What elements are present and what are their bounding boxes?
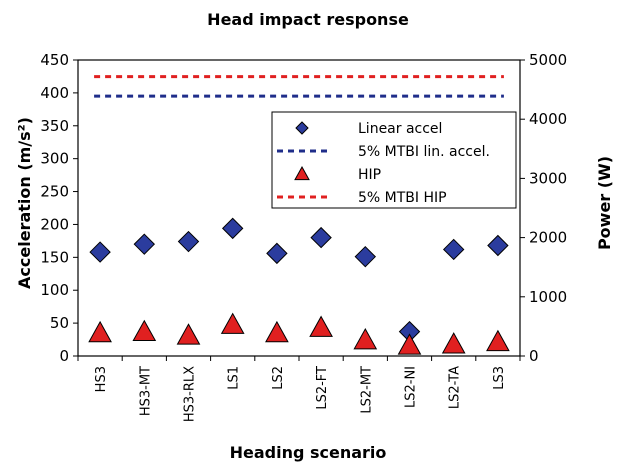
chart-title: Head impact response <box>207 10 409 29</box>
left-tick-label: 450 <box>40 51 69 69</box>
left-tick-label: 200 <box>40 215 69 233</box>
left-tick-label: 250 <box>40 183 69 201</box>
legend-label: HIP <box>358 167 381 183</box>
triangle-marker <box>176 323 201 345</box>
diamond-marker <box>442 238 465 261</box>
x-tick-label: HS3 <box>94 366 109 392</box>
diamond-marker <box>310 226 332 249</box>
left-tick-label: 350 <box>40 117 69 135</box>
x-tick-label: LS2-MT <box>359 366 374 414</box>
right-axis: 0 1000 2000 3000 4000 5000 <box>520 51 567 365</box>
legend-box <box>271 111 517 209</box>
x-tick-label: LS2-TA <box>448 366 463 409</box>
y2-axis-title: Power (W) <box>595 156 614 250</box>
right-tick-label: 0 <box>529 347 539 365</box>
legend-swatch-triangle <box>294 165 310 181</box>
triangle-marker <box>309 315 333 337</box>
x-axis-title: Heading scenario <box>230 443 387 462</box>
triangle-marker <box>88 320 112 343</box>
triangle-marker <box>353 327 378 350</box>
x-tick-label: HS3-RLX <box>183 366 198 422</box>
diamond-marker <box>266 242 288 265</box>
x-tick-label: LS2-NI <box>404 366 419 408</box>
triangle-marker <box>220 312 245 334</box>
x-tick-label: LS2-FT <box>315 366 330 410</box>
triangle-marker <box>486 329 510 352</box>
diamond-marker <box>133 233 156 255</box>
triangle-marker <box>265 320 289 343</box>
x-tick-label: LS3 <box>492 366 507 390</box>
triangle-marker <box>441 332 466 354</box>
diamond-marker <box>89 241 111 263</box>
right-tick-label: 1000 <box>529 288 567 306</box>
x-tick-label: HS3-MT <box>138 366 153 416</box>
right-tick-label: 2000 <box>529 229 567 247</box>
left-tick-label: 150 <box>40 248 69 266</box>
legend-label: Linear accel <box>358 121 442 137</box>
diamond-marker <box>487 234 509 257</box>
left-tick-label: 0 <box>59 347 69 365</box>
triangle-marker <box>132 319 157 342</box>
x-axis: HS3 HS3-MT HS3-RLX LS1 LS2 LS2-FT LS2-MT LS2-NI… <box>77 356 521 422</box>
left-tick-label: 400 <box>40 84 69 102</box>
legend-label: 5% MTBI lin. accel. <box>358 144 490 160</box>
data-marks <box>88 217 510 355</box>
left-tick-label: 100 <box>40 281 69 299</box>
diamond-marker <box>354 245 377 268</box>
right-tick-label: 4000 <box>529 110 567 128</box>
legend: Linear accel 5% MTBI lin. accel. HIP 5% MTB… <box>271 111 517 209</box>
right-tick-label: 5000 <box>529 51 567 69</box>
triangle-marker <box>397 333 422 355</box>
legend-swatch-diamond <box>295 121 309 135</box>
diamond-marker <box>177 230 200 253</box>
left-tick-label: 50 <box>50 314 69 332</box>
legend-label: 5% MTBI HIP <box>358 190 447 206</box>
diamond-marker <box>221 217 244 240</box>
right-tick-label: 3000 <box>529 169 567 187</box>
left-axis: 0 50 100 150 200 250 300 350 400 450 <box>40 51 78 365</box>
x-tick-label: LS1 <box>227 366 242 390</box>
left-tick-label: 300 <box>40 150 69 168</box>
reference-lines <box>94 75 504 98</box>
x-tick-label: LS2 <box>271 366 286 390</box>
y-axis-title: Acceleration (m/s²) <box>15 117 34 289</box>
